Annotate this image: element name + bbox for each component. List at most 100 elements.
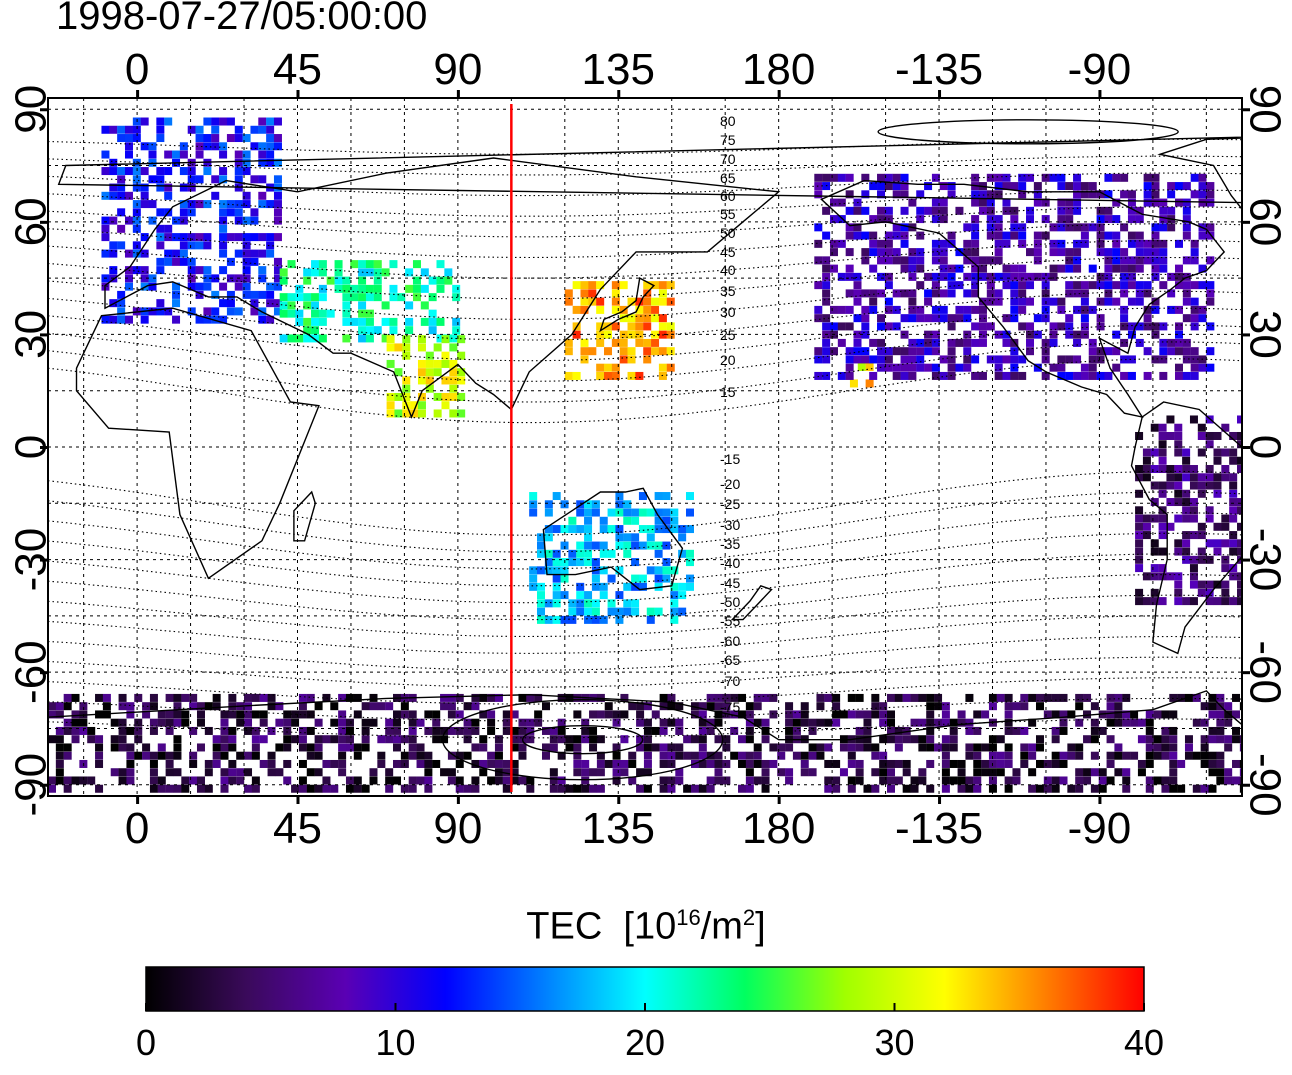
tec-cell — [1213, 539, 1221, 547]
tec-cell — [150, 768, 158, 776]
tec-cell — [869, 372, 877, 380]
tec-cell — [926, 785, 934, 793]
tec-cell — [429, 318, 437, 326]
tec-cell — [940, 306, 948, 314]
tec-cell — [342, 318, 350, 326]
tec-cell — [814, 190, 822, 198]
tec-cell — [908, 256, 916, 264]
tec-cell — [156, 118, 164, 126]
tec-cell — [623, 500, 631, 508]
tec-cell — [901, 207, 909, 215]
tec-cell — [940, 240, 948, 248]
tec-cell — [1107, 760, 1115, 768]
tec-cell — [1091, 785, 1099, 793]
tec-cell — [440, 735, 448, 743]
tec-cell — [1224, 743, 1232, 751]
tec-cell — [955, 339, 963, 347]
tec-cell — [1089, 364, 1097, 372]
tec-cell — [366, 260, 374, 268]
tec-cell — [180, 184, 188, 192]
tec-cell — [1245, 424, 1253, 432]
tec-cell — [1138, 760, 1146, 768]
tec-cell — [487, 710, 495, 718]
tec-cell — [846, 347, 854, 355]
tec-cell — [887, 760, 895, 768]
tec-cell — [926, 735, 934, 743]
tec-cell — [1229, 498, 1237, 506]
tec-cell — [402, 335, 410, 343]
tec-cell — [327, 310, 335, 318]
tec-cell — [274, 200, 282, 208]
magnetic-lat-label: -15 — [720, 451, 740, 467]
tec-cell — [958, 785, 966, 793]
tec-cell — [1169, 785, 1177, 793]
tec-cell — [166, 760, 174, 768]
tec-cell — [576, 525, 584, 533]
tec-cell — [911, 776, 919, 784]
tec-cell — [809, 768, 817, 776]
tec-cell — [330, 719, 338, 727]
tec-cell — [846, 273, 854, 281]
tec-cell — [589, 785, 597, 793]
tec-cell — [762, 735, 770, 743]
tec-cell — [576, 542, 584, 550]
tec-cell — [1005, 743, 1013, 751]
tec-cell — [1245, 498, 1253, 506]
tec-cell — [1201, 702, 1209, 710]
tec-cell — [268, 702, 276, 710]
tec-cell — [662, 566, 670, 574]
tec-cell — [1112, 174, 1120, 182]
tec-cell — [119, 776, 127, 784]
tec-cell — [861, 306, 869, 314]
tec-cell — [1089, 339, 1097, 347]
tec-cell — [707, 694, 715, 702]
tec-cell — [219, 283, 227, 291]
tec-cell — [235, 208, 243, 216]
tec-cell — [1284, 482, 1292, 490]
tec-cell — [1224, 735, 1232, 743]
tec-cell — [402, 385, 410, 393]
tec-cell — [926, 702, 934, 710]
tec-cell — [615, 591, 623, 599]
tec-cell — [1166, 482, 1174, 490]
tec-cell — [1075, 752, 1083, 760]
tec-cell — [1208, 752, 1216, 760]
tec-cell — [926, 710, 934, 718]
tec-cell — [584, 608, 592, 616]
tec-cell — [452, 318, 460, 326]
tec-cell — [1143, 457, 1151, 465]
tec-cell — [979, 372, 987, 380]
tec-cell — [1276, 597, 1284, 605]
tec-cell — [56, 760, 64, 768]
tec-cell — [596, 364, 604, 372]
tec-cell — [659, 314, 667, 322]
tec-cell — [1020, 743, 1028, 751]
tec-cell — [608, 525, 616, 533]
tec-cell — [1075, 702, 1083, 710]
tec-cell — [1213, 523, 1221, 531]
tec-cell — [1245, 473, 1253, 481]
tec-cell — [158, 785, 166, 793]
tec-cell — [471, 776, 479, 784]
tec-cell — [644, 752, 652, 760]
tec-cell — [219, 241, 227, 249]
tec-cell — [995, 298, 1003, 306]
tec-cell — [1052, 785, 1060, 793]
tec-cell — [1198, 424, 1206, 432]
tec-cell — [418, 360, 426, 368]
tec-cell — [95, 694, 103, 702]
tec-cell — [1104, 265, 1112, 273]
tec-cell — [1026, 248, 1034, 256]
tec-cell — [441, 335, 449, 343]
tec-cell — [358, 326, 366, 334]
tec-cell — [600, 616, 608, 624]
tec-cell — [675, 752, 683, 760]
tec-cell — [1169, 743, 1177, 751]
tec-cell — [1167, 223, 1175, 231]
tec-cell — [1135, 564, 1143, 572]
tec-cell — [260, 760, 268, 768]
tec-cell — [1206, 281, 1214, 289]
tec-cell — [260, 710, 268, 718]
tec-cell — [1144, 182, 1152, 190]
tec-cell — [568, 608, 576, 616]
